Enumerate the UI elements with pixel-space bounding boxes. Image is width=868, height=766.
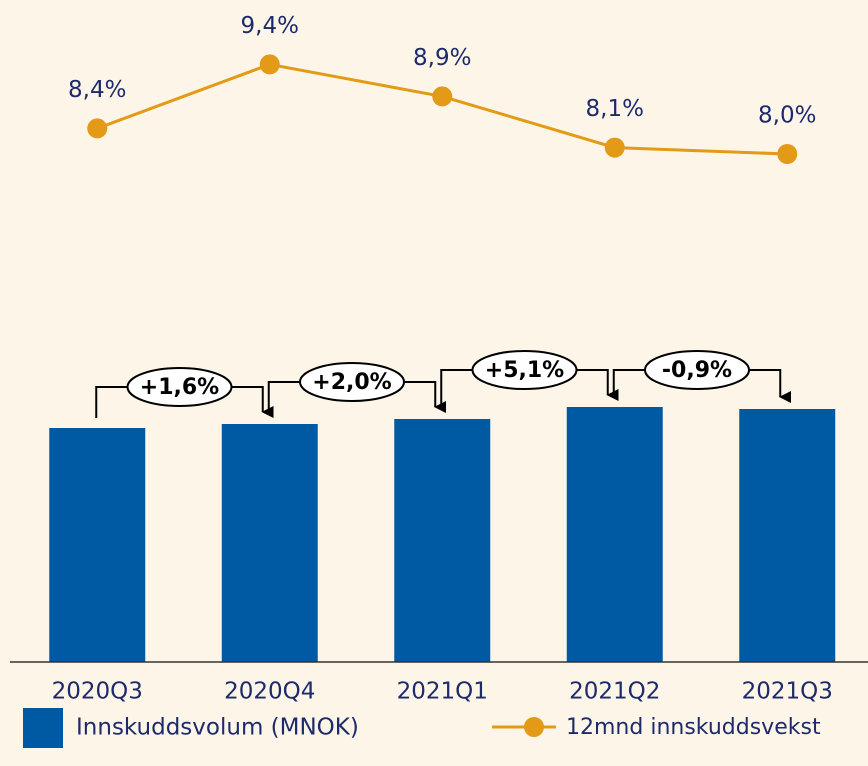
- line-point: [604, 137, 625, 158]
- change-label: -0,9%: [662, 358, 732, 383]
- data-label: 8,4%: [68, 77, 126, 103]
- legend-label: 12mnd innskuddsvekst: [566, 715, 821, 740]
- line: [96, 62, 788, 156]
- legend-marker: [524, 717, 544, 737]
- x-tick-label: 2021Q3: [742, 679, 833, 705]
- legend-swatch: [23, 708, 63, 748]
- bar: [566, 407, 663, 662]
- x-tick-label: 2020Q3: [52, 679, 143, 705]
- x-tick-label: 2020Q4: [224, 679, 315, 705]
- bar: [739, 409, 836, 662]
- legend-label: Innskuddsvolum (MNOK): [76, 715, 359, 741]
- change-label: +1,6%: [140, 375, 219, 400]
- bar: [221, 424, 318, 662]
- x-tick-label: 2021Q1: [397, 679, 488, 705]
- change-oval: [644, 350, 750, 390]
- change-label: +2,0%: [312, 370, 391, 395]
- data-label: 9,4%: [241, 13, 299, 39]
- bar: [394, 419, 491, 662]
- x-tick-label: 2021Q2: [569, 679, 660, 705]
- change-oval: [126, 367, 233, 407]
- bar: [49, 428, 146, 662]
- change-oval: [299, 362, 405, 402]
- data-label: 8,9%: [413, 45, 471, 71]
- data-label: 8,1%: [586, 96, 644, 122]
- change-oval: [471, 350, 578, 390]
- change-label: +5,1%: [485, 358, 564, 383]
- line-point: [259, 54, 280, 75]
- data-label: 8,0%: [758, 103, 816, 129]
- line-point: [777, 144, 798, 164]
- line-point: [87, 118, 108, 139]
- line-point: [432, 86, 453, 107]
